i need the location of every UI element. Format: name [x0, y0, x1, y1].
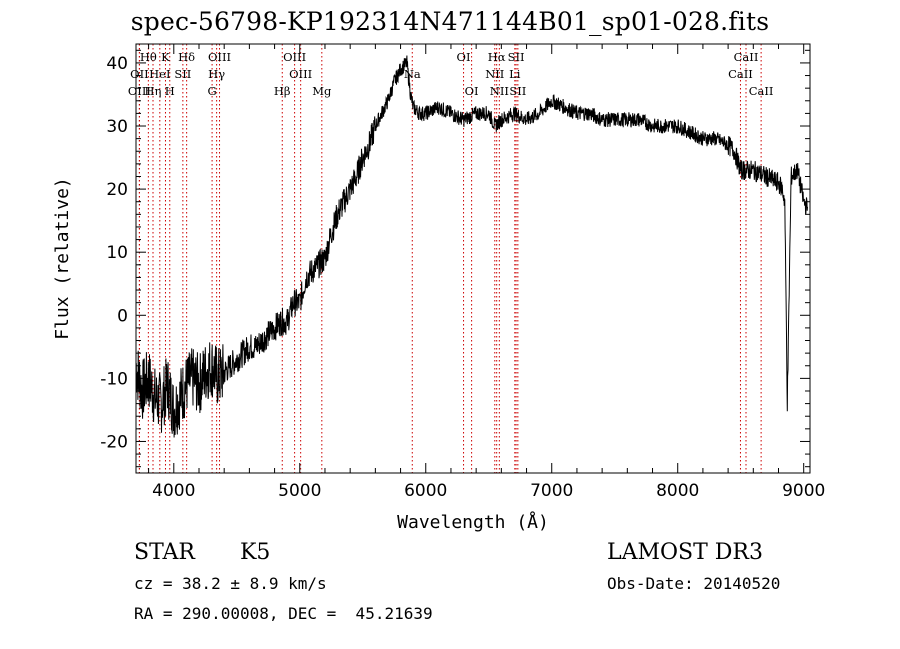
absorption-line-label: Mg: [312, 84, 332, 98]
emission-line-label: SII: [508, 50, 525, 64]
absorption-line-label: OIII: [128, 84, 151, 98]
x-tick-label: 5000: [278, 481, 321, 501]
emission-line-label: Hγ: [208, 67, 225, 81]
y-tick-label: 20: [106, 180, 128, 200]
absorption-line-label: Na: [404, 67, 421, 81]
absorption-line-label: Hβ: [274, 84, 291, 98]
emission-line-label: OII: [130, 67, 149, 81]
obs-date-label: Obs-Date: 20140520: [607, 574, 781, 593]
y-tick-label: 10: [106, 243, 128, 263]
emission-line-label: Hδ: [178, 50, 195, 64]
y-tick-label: 0: [117, 306, 128, 326]
y-axis-label: Flux (relative): [52, 177, 73, 340]
plot-frame: [135, 43, 811, 474]
x-tick-label: 9000: [782, 481, 825, 501]
cz-label: cz = 38.2 ± 8.9 km/s: [134, 574, 327, 593]
emission-line-label: SII: [509, 84, 526, 98]
chart-title: spec-56798-KP192314N471144B01_sp01-028.f…: [130, 7, 770, 36]
y-tick-label: 40: [106, 54, 128, 74]
class-label: STAR: [134, 540, 195, 565]
emission-line-label: CaII: [728, 67, 753, 81]
absorption-line-label: CaII: [749, 84, 774, 98]
absorption-line-label: Hη: [145, 84, 162, 98]
y-tick-label: 30: [106, 117, 128, 137]
emission-line-label: OIII: [283, 50, 306, 64]
x-tick-label: 7000: [530, 481, 573, 501]
x-tick-label: 6000: [404, 481, 447, 501]
flux-line: [135, 55, 808, 438]
y-tick-label: -20: [100, 432, 128, 452]
emission-line-label: SII: [174, 67, 191, 81]
emission-line-label: K: [161, 50, 170, 64]
emission-line-label: OIII: [208, 50, 231, 64]
axes: 4000 5000 6000 7000 8000 9000 -20 -10 0 10 20 30 40 W…: [52, 43, 825, 533]
coords-label: RA = 290.00008, DEC = 45.21639: [134, 604, 433, 623]
y-tick-label: -10: [100, 369, 128, 389]
absorption-line-label: G: [207, 84, 216, 98]
x-tick-label: 8000: [656, 481, 699, 501]
x-tick-label: 4000: [152, 481, 195, 501]
emission-line-label: OIII: [289, 67, 312, 81]
emission-line-label: CaII: [734, 50, 759, 64]
emission-line-label: NII: [485, 67, 504, 81]
emission-line-label: OI: [465, 84, 479, 98]
emission-line-label: Hα: [488, 50, 506, 64]
emission-line-label: NII: [490, 84, 509, 98]
flux-series: [135, 55, 808, 438]
subclass-label: K5: [240, 540, 271, 565]
emission-line-label: OI: [457, 50, 471, 64]
emission-line-label: Li: [509, 67, 521, 81]
emission-line-label: HeI: [149, 67, 170, 81]
x-axis-label: Wavelength (Å): [397, 511, 549, 533]
survey-label: LAMOST DR3: [607, 540, 763, 565]
emission-line-label: Hθ: [140, 50, 157, 64]
absorption-line-label: H: [165, 84, 175, 98]
